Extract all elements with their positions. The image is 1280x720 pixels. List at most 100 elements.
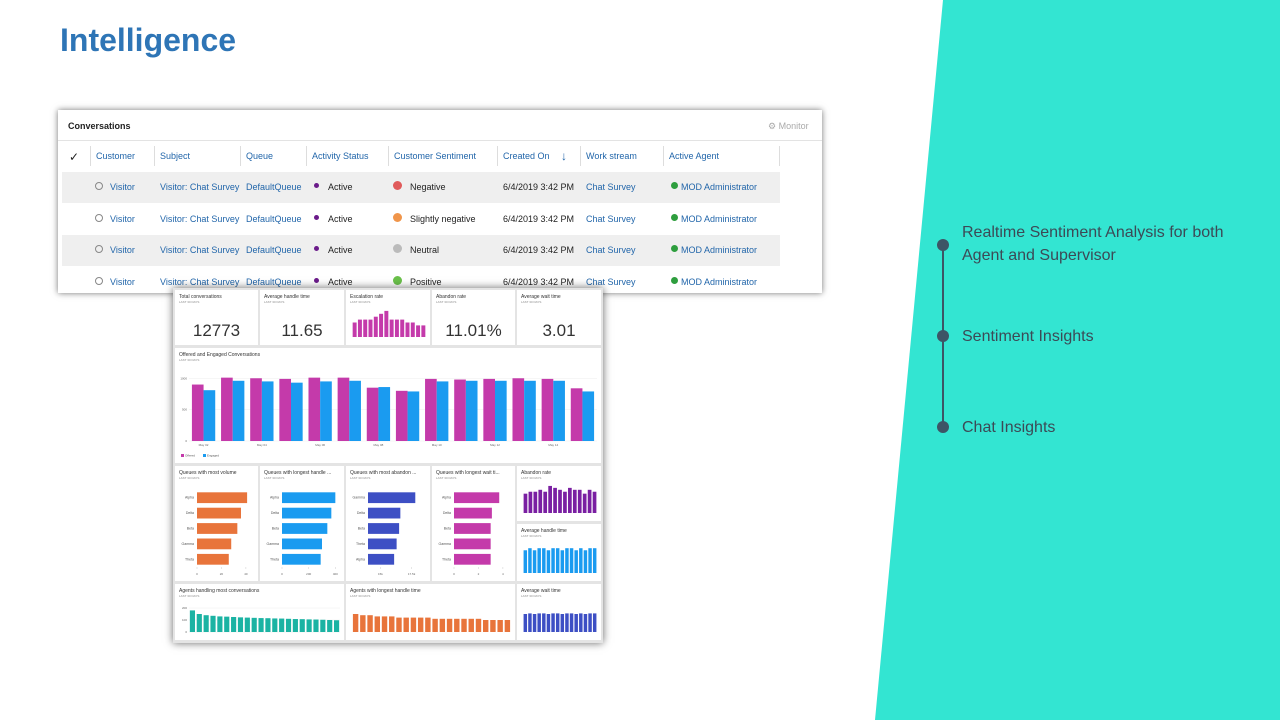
- x-tick-label: 4: [502, 572, 504, 576]
- tile: [432, 290, 515, 345]
- x-tick-label: May 04: [257, 443, 267, 447]
- tile: [175, 290, 258, 345]
- column-separator: [580, 146, 581, 166]
- category-label: Alpha: [185, 496, 194, 500]
- row-bg: [62, 235, 780, 266]
- tile-subtitle: LAST 30 DAYS: [264, 476, 284, 480]
- bar: [272, 618, 278, 632]
- cell: 6/4/2019 3:42 PM: [503, 276, 575, 287]
- category-label: Delta: [357, 511, 365, 515]
- tile-title: Escalation rate: [350, 294, 383, 300]
- conversations-grid: Conversations ⚙ Monitor ✓ ↓ Customer Subj…: [58, 110, 822, 293]
- bar: [197, 492, 248, 504]
- category-label: Alpha: [270, 496, 279, 500]
- bar: [197, 538, 232, 550]
- column-header: Customer Sentiment: [394, 151, 477, 161]
- bar: [282, 553, 321, 565]
- bar: [577, 489, 582, 513]
- bar: [384, 310, 389, 337]
- bar: [197, 523, 238, 534]
- bar: [197, 553, 229, 565]
- tile-subtitle: LAST 30 DAYS: [521, 594, 541, 598]
- column-separator: [779, 146, 780, 166]
- tile-title: Agents with longest handle time: [350, 588, 421, 594]
- bar: [461, 618, 467, 632]
- bar: [546, 614, 551, 632]
- dashboard-bg: [173, 288, 603, 643]
- bar: [553, 380, 565, 441]
- bar: [551, 613, 555, 632]
- tile-subtitle: LAST 30 DAYS: [179, 476, 199, 480]
- bar: [337, 377, 350, 441]
- bar: [416, 325, 421, 337]
- bar: [360, 615, 366, 632]
- bar: [368, 553, 395, 565]
- cell: 6/4/2019 3:42 PM: [503, 245, 575, 255]
- teal-panel: [875, 0, 1280, 720]
- tile-title: Abandon rate: [521, 470, 551, 476]
- sentiment-icon: [393, 275, 402, 285]
- bar: [203, 615, 209, 632]
- bar: [542, 548, 546, 573]
- bar: [574, 550, 578, 573]
- column-header: Customer: [96, 151, 136, 161]
- bar: [410, 617, 417, 632]
- bar: [537, 548, 541, 573]
- bar: [551, 548, 555, 573]
- agent-status-icon: [671, 276, 678, 284]
- tile-subtitle: LAST 30 DAYS: [350, 476, 370, 480]
- tile-title: Average handle time: [521, 528, 567, 534]
- bar: [352, 614, 359, 632]
- bar: [574, 614, 578, 632]
- status-dot: [314, 183, 319, 188]
- bar: [555, 548, 560, 573]
- bar: [258, 618, 264, 632]
- bar: [282, 492, 336, 504]
- tile-subtitle: LAST 30 DAYS: [436, 300, 456, 304]
- monitor-label: Monitor: [778, 121, 809, 131]
- y-tick-label: 0: [185, 630, 187, 634]
- timeline-item: Sentiment Insights: [962, 328, 1094, 345]
- bar: [483, 378, 495, 441]
- cell: Active: [328, 213, 353, 224]
- select-all[interactable]: ✓: [69, 150, 80, 164]
- bar: [421, 325, 426, 337]
- kpi-value: 3.01: [542, 321, 575, 340]
- bar: [523, 493, 528, 513]
- tile-title: Total conversations: [179, 294, 222, 300]
- bar: [400, 319, 405, 337]
- cell: MOD Administrator: [681, 245, 758, 255]
- category-label: Theta: [356, 542, 365, 546]
- category-label: Theta: [185, 557, 194, 561]
- cell: Visitor: [110, 245, 135, 255]
- category-label: Delta: [186, 511, 194, 515]
- cell: Visitor: [110, 213, 135, 224]
- bar: [368, 492, 416, 504]
- kpi-value: 11.65: [281, 321, 322, 340]
- cell: Chat Survey: [586, 182, 636, 192]
- category-label: Gamma: [353, 496, 366, 500]
- status-dot: [314, 214, 319, 220]
- bar: [592, 613, 597, 632]
- bar: [592, 491, 597, 513]
- bar: [265, 618, 271, 632]
- bar: [396, 617, 402, 632]
- tile-subtitle: LAST 30 DAYS: [179, 594, 199, 598]
- column-header: Queue: [246, 151, 274, 161]
- bar: [454, 507, 492, 519]
- bar: [327, 620, 333, 632]
- cell: Positive: [410, 276, 442, 287]
- x-tick-label: May 14: [548, 443, 558, 447]
- bar: [495, 380, 507, 441]
- bar: [528, 548, 532, 573]
- category-label: Beta: [358, 527, 365, 531]
- tile-subtitle: LAST 30 DAYS: [521, 534, 541, 538]
- bar: [542, 613, 546, 632]
- monitor-button[interactable]: ⚙ Monitor: [768, 121, 809, 131]
- x-tick-label: 40: [244, 572, 248, 576]
- legend-label: Engaged: [207, 454, 219, 458]
- bar: [292, 619, 298, 632]
- bar: [291, 382, 303, 441]
